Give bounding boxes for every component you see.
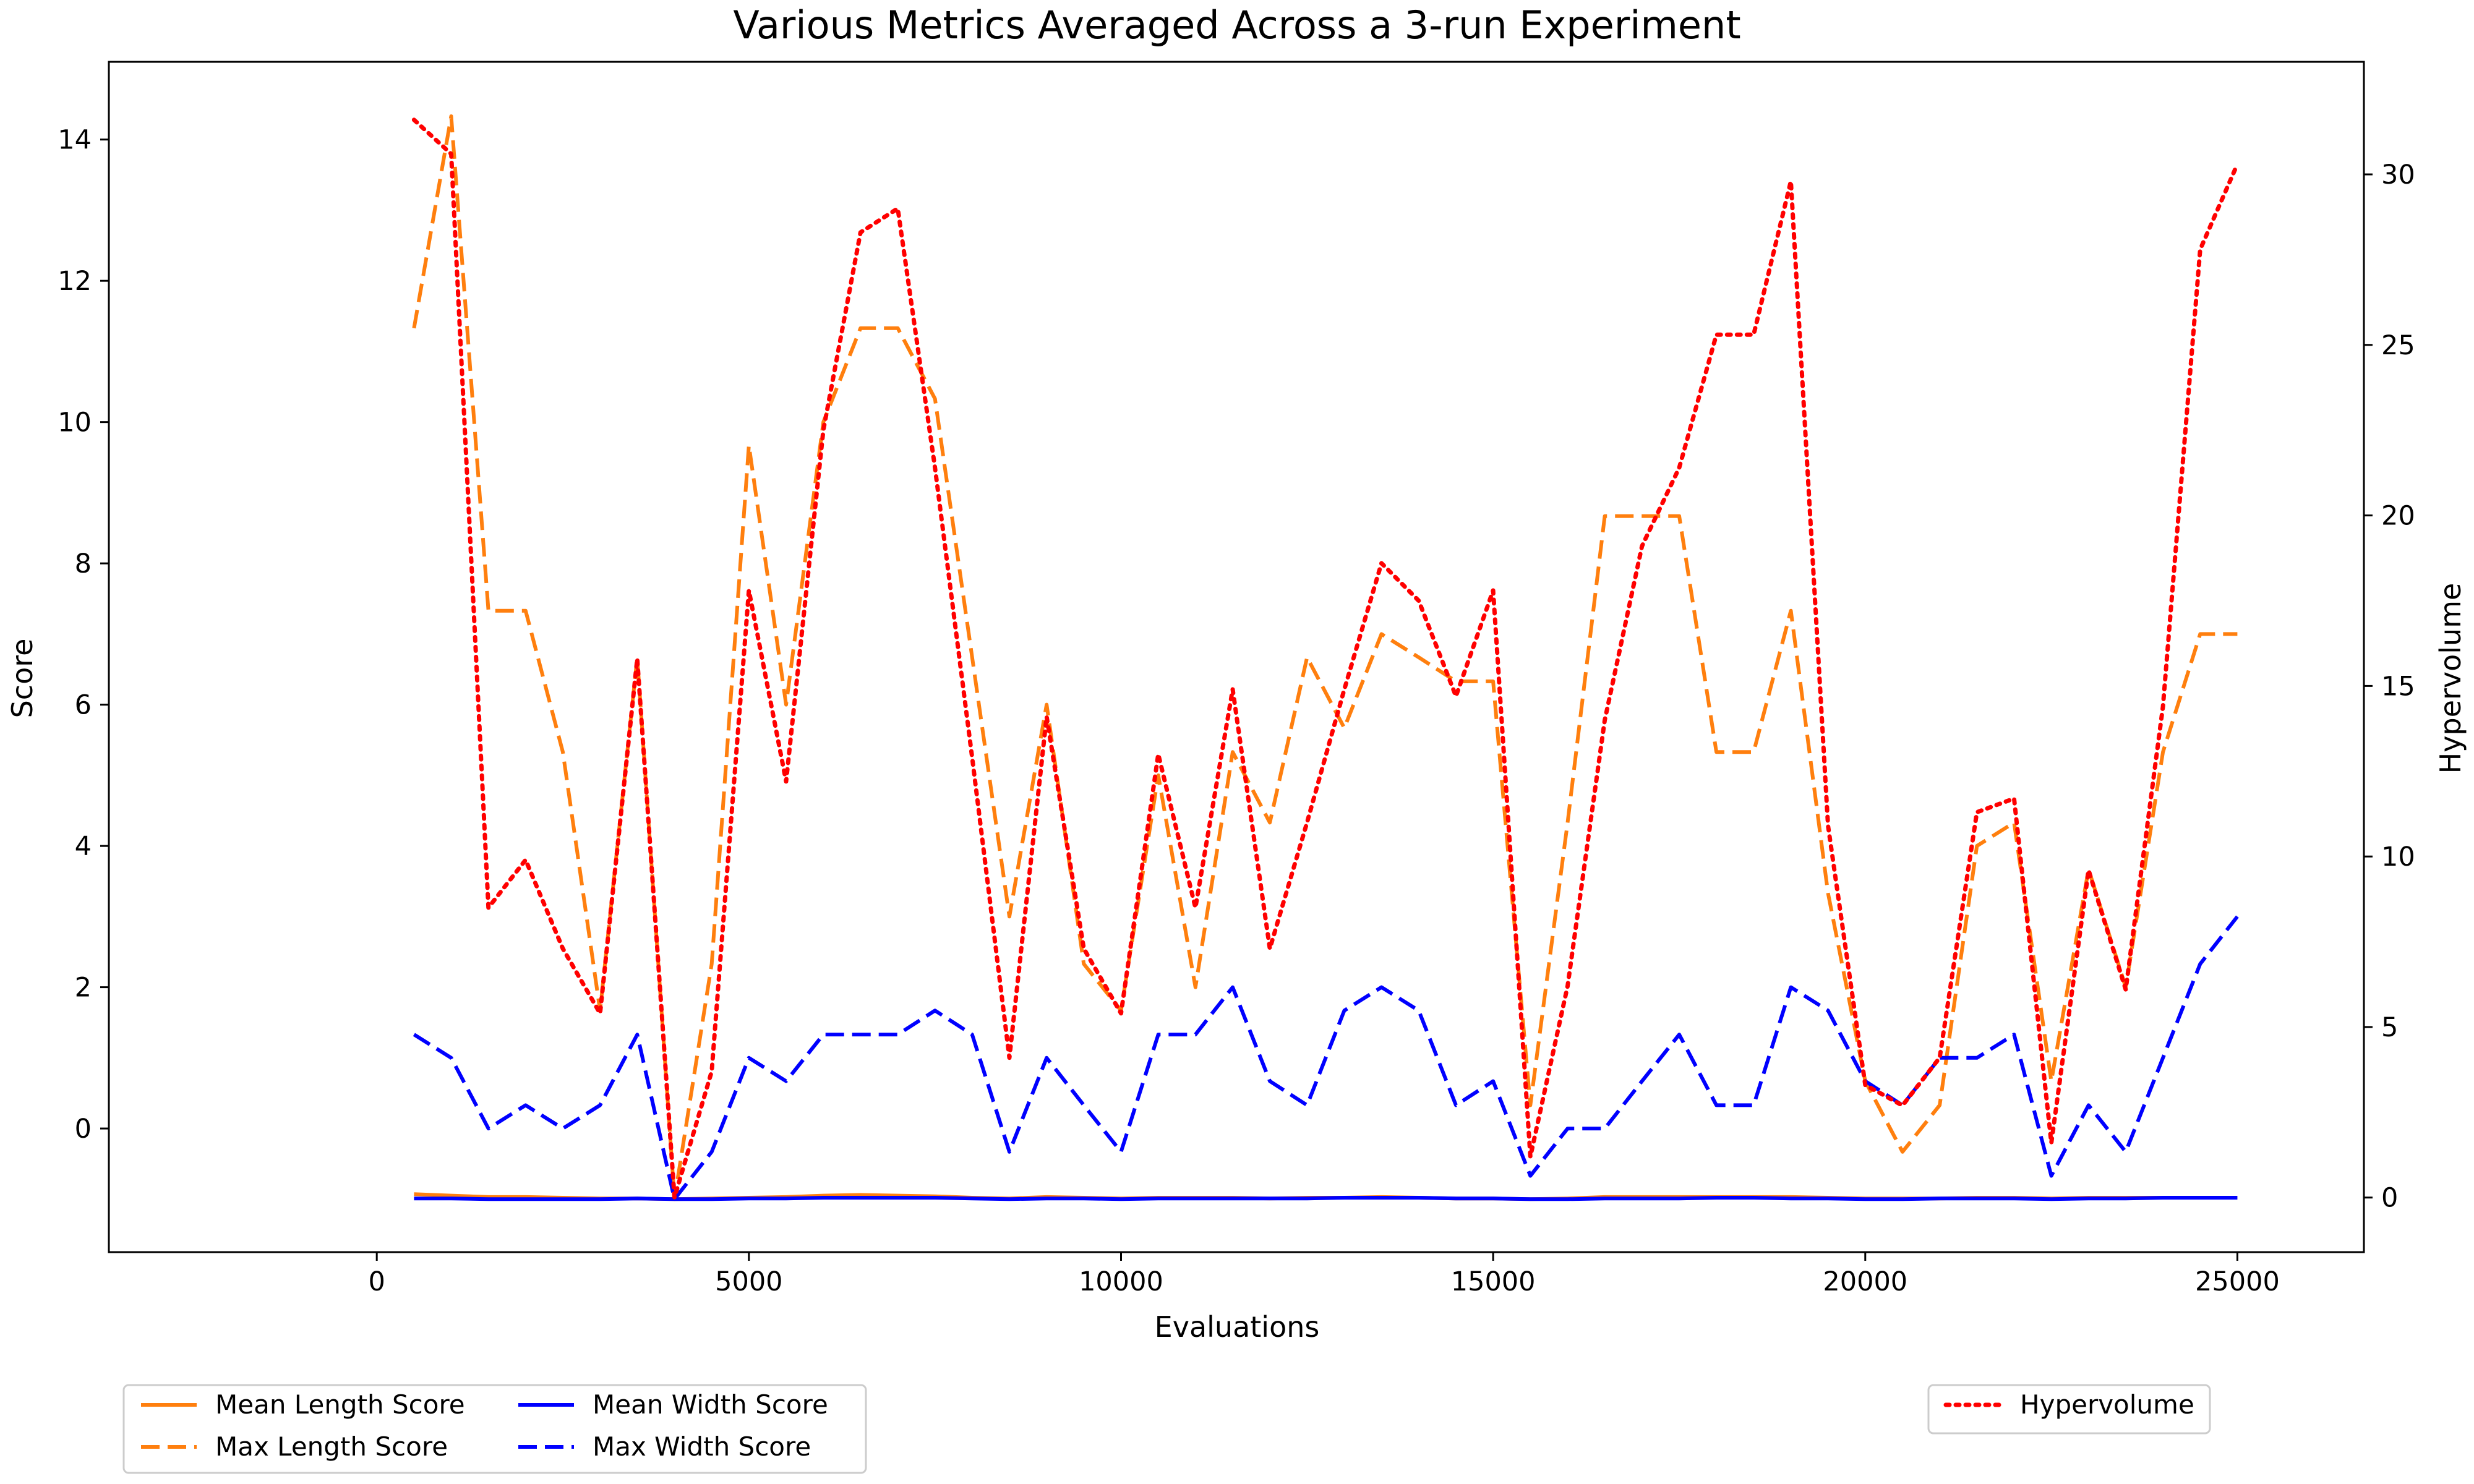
y-axis-right: 0 5 10 15 20 25 30 xyxy=(2364,160,2415,1214)
y-tick-label: 0 xyxy=(75,1114,92,1145)
x-axis-label: Evaluations xyxy=(1155,1310,1320,1344)
y2-tick-label: 0 xyxy=(2381,1183,2398,1214)
y2-tick-label: 30 xyxy=(2381,160,2415,190)
y2-tick-label: 20 xyxy=(2381,501,2415,532)
x-tick-label: 10000 xyxy=(1079,1266,1163,1297)
x-tick-label: 25000 xyxy=(2195,1266,2280,1297)
legend-left: Mean Length Score Max Length Score Mean Wi… xyxy=(122,1384,867,1474)
chart-title: Various Metrics Averaged Across a 3-run … xyxy=(733,2,1740,48)
y-tick-label: 4 xyxy=(75,831,92,862)
y-axis-left: 0 2 4 6 8 10 12 14 xyxy=(58,125,109,1145)
x-axis: 0 5000 10000 15000 20000 25000 xyxy=(369,1252,2280,1297)
series-line-max-length-score xyxy=(412,114,2238,1201)
y-tick-label: 10 xyxy=(58,407,92,438)
series-line-max-width-score xyxy=(413,915,2239,1201)
y-tick-label: 6 xyxy=(75,690,92,721)
y-tick-label: 14 xyxy=(58,125,92,156)
legend-frame xyxy=(122,1384,867,1474)
legend-label-hypervolume: Hypervolume xyxy=(2020,1389,2194,1420)
x-tick-label: 0 xyxy=(369,1266,385,1297)
y2-tick-label: 25 xyxy=(2381,330,2415,361)
legend-frame xyxy=(1927,1384,2211,1435)
y-tick-label: 2 xyxy=(75,973,92,1004)
legend-label-max-width-score: Max Width Score xyxy=(593,1431,811,1462)
legend-label-max-length-score: Max Length Score xyxy=(215,1431,448,1462)
x-tick-label: 15000 xyxy=(1451,1266,1536,1297)
x-tick-label: 5000 xyxy=(715,1266,782,1297)
legend-label-mean-length-score: Mean Length Score xyxy=(215,1389,465,1420)
y2-tick-label: 5 xyxy=(2381,1012,2398,1043)
y-tick-label: 8 xyxy=(75,548,92,579)
y-axis-label: Score xyxy=(6,639,39,719)
series-line-mean-width-score xyxy=(414,1196,2238,1201)
series-layer xyxy=(411,114,2240,1201)
y2-tick-label: 10 xyxy=(2381,842,2415,872)
y2-tick-label: 15 xyxy=(2381,671,2415,702)
series-line-hypervolume xyxy=(411,117,2240,1200)
y2-axis-label: Hypervolume xyxy=(2434,583,2467,774)
y-tick-label: 12 xyxy=(58,266,92,297)
plot-frame xyxy=(108,61,2365,1253)
legend-right: Hypervolume xyxy=(1927,1384,2211,1435)
legend-label-mean-width-score: Mean Width Score xyxy=(593,1389,828,1420)
x-tick-label: 20000 xyxy=(1823,1266,1907,1297)
